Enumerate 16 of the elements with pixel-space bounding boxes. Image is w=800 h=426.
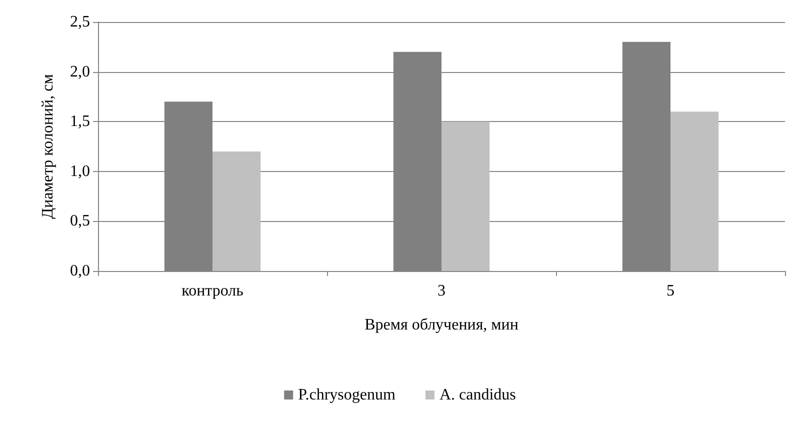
x-axis-title: Время облучения, мин <box>364 316 519 334</box>
x-tick-label: 3 <box>438 282 446 300</box>
y-tick-label: 0,5 <box>70 212 90 230</box>
x-tick-label: контроль <box>182 282 244 300</box>
y-tick-label: 2,0 <box>70 63 90 80</box>
y-tick-label: 1,5 <box>70 113 90 130</box>
bar <box>670 112 719 271</box>
bar <box>212 151 261 271</box>
y-axis-title: Диаметр колоний, см <box>40 74 56 219</box>
y-tick-label: 1,0 <box>70 162 90 180</box>
x-tick-label: 5 <box>666 282 674 300</box>
legend-label: A. candidus <box>439 386 516 404</box>
y-tick-label: 0,0 <box>70 262 90 280</box>
legend-label: P.chrysogenum <box>298 386 396 404</box>
y-tick-label: 2,5 <box>70 14 90 30</box>
bar <box>442 122 490 271</box>
